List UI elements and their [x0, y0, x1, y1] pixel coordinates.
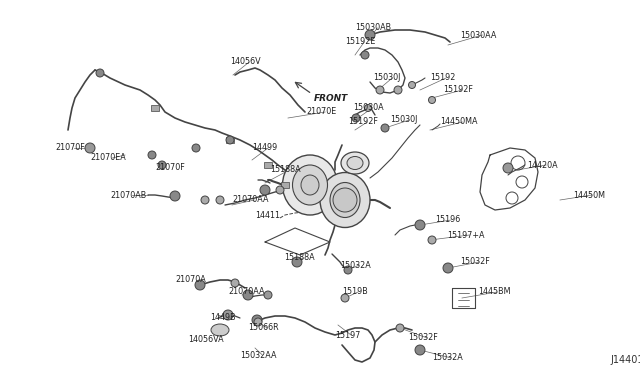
Circle shape [415, 220, 425, 230]
Text: 15032A: 15032A [432, 353, 463, 362]
Text: FRONT: FRONT [314, 94, 348, 103]
Text: 14420A: 14420A [527, 160, 557, 170]
Text: 1445BM: 1445BM [478, 288, 511, 296]
Text: 21070AA: 21070AA [228, 288, 264, 296]
Text: 15032F: 15032F [460, 257, 490, 266]
Circle shape [376, 86, 384, 94]
Circle shape [254, 318, 262, 326]
Text: 21070AB: 21070AB [110, 190, 147, 199]
Text: 14056VA: 14056VA [188, 336, 223, 344]
Ellipse shape [347, 157, 363, 170]
Circle shape [195, 280, 205, 290]
Bar [264, 162, 272, 168]
Circle shape [223, 310, 233, 320]
Circle shape [276, 186, 284, 194]
Circle shape [503, 163, 513, 173]
Text: 21070F: 21070F [155, 164, 185, 173]
Circle shape [260, 185, 270, 195]
Text: 15032AA: 15032AA [240, 350, 276, 359]
Text: 15030J: 15030J [390, 115, 417, 125]
Text: 15030J: 15030J [373, 74, 401, 83]
Ellipse shape [211, 324, 229, 336]
Bar [281, 182, 289, 188]
Text: J1440171: J1440171 [610, 355, 640, 365]
Circle shape [252, 315, 262, 325]
Text: 15197+A: 15197+A [447, 231, 484, 240]
Text: 15032F: 15032F [408, 334, 438, 343]
Circle shape [443, 263, 453, 273]
Text: 21070F: 21070F [55, 144, 84, 153]
Circle shape [333, 188, 357, 212]
Bar [226, 137, 234, 143]
Text: 14056V: 14056V [230, 58, 260, 67]
Text: 15066R: 15066R [248, 324, 278, 333]
Text: 21070EA: 21070EA [90, 154, 125, 163]
Text: 14411: 14411 [255, 211, 280, 219]
Ellipse shape [341, 152, 369, 174]
Circle shape [85, 143, 95, 153]
Ellipse shape [320, 173, 370, 228]
Circle shape [396, 324, 404, 332]
Text: 21070A: 21070A [175, 276, 205, 285]
Circle shape [158, 161, 166, 169]
Text: 15192: 15192 [430, 74, 456, 83]
Circle shape [365, 105, 371, 112]
Circle shape [226, 136, 234, 144]
Circle shape [361, 51, 369, 59]
Text: 15197: 15197 [335, 330, 360, 340]
Text: 15192F: 15192F [348, 118, 378, 126]
Circle shape [231, 279, 239, 287]
Bar [151, 105, 159, 111]
Text: 15196: 15196 [435, 215, 460, 224]
Circle shape [170, 191, 180, 201]
Circle shape [216, 196, 224, 204]
Circle shape [148, 151, 156, 159]
Text: 14450M: 14450M [573, 190, 605, 199]
Circle shape [394, 86, 402, 94]
Circle shape [352, 114, 360, 122]
Text: 15030AA: 15030AA [460, 31, 497, 39]
Circle shape [96, 69, 104, 77]
Text: 15192F: 15192F [443, 86, 473, 94]
Circle shape [415, 345, 425, 355]
Ellipse shape [282, 155, 337, 215]
Circle shape [192, 144, 200, 152]
Circle shape [292, 257, 302, 267]
Circle shape [408, 81, 415, 89]
Text: 15030AB: 15030AB [355, 23, 391, 32]
Circle shape [201, 196, 209, 204]
Circle shape [264, 291, 272, 299]
Ellipse shape [301, 175, 319, 195]
Circle shape [341, 294, 349, 302]
Text: 15188A: 15188A [284, 253, 315, 263]
Text: 21070E: 21070E [306, 108, 336, 116]
Ellipse shape [330, 183, 360, 218]
Text: 21070AA: 21070AA [232, 196, 269, 205]
Text: 1449B: 1449B [210, 314, 236, 323]
Circle shape [428, 236, 436, 244]
Circle shape [243, 290, 253, 300]
Text: 15032A: 15032A [340, 260, 371, 269]
Ellipse shape [292, 165, 328, 205]
Circle shape [365, 30, 375, 40]
Circle shape [429, 96, 435, 103]
Circle shape [381, 124, 389, 132]
Text: 15030A: 15030A [353, 103, 383, 112]
Text: 14450MA: 14450MA [440, 118, 477, 126]
Text: 15188A: 15188A [270, 166, 301, 174]
Text: 15192E: 15192E [345, 38, 376, 46]
Text: 14499: 14499 [252, 144, 277, 153]
Text: 1519B: 1519B [342, 288, 368, 296]
Circle shape [344, 266, 352, 274]
